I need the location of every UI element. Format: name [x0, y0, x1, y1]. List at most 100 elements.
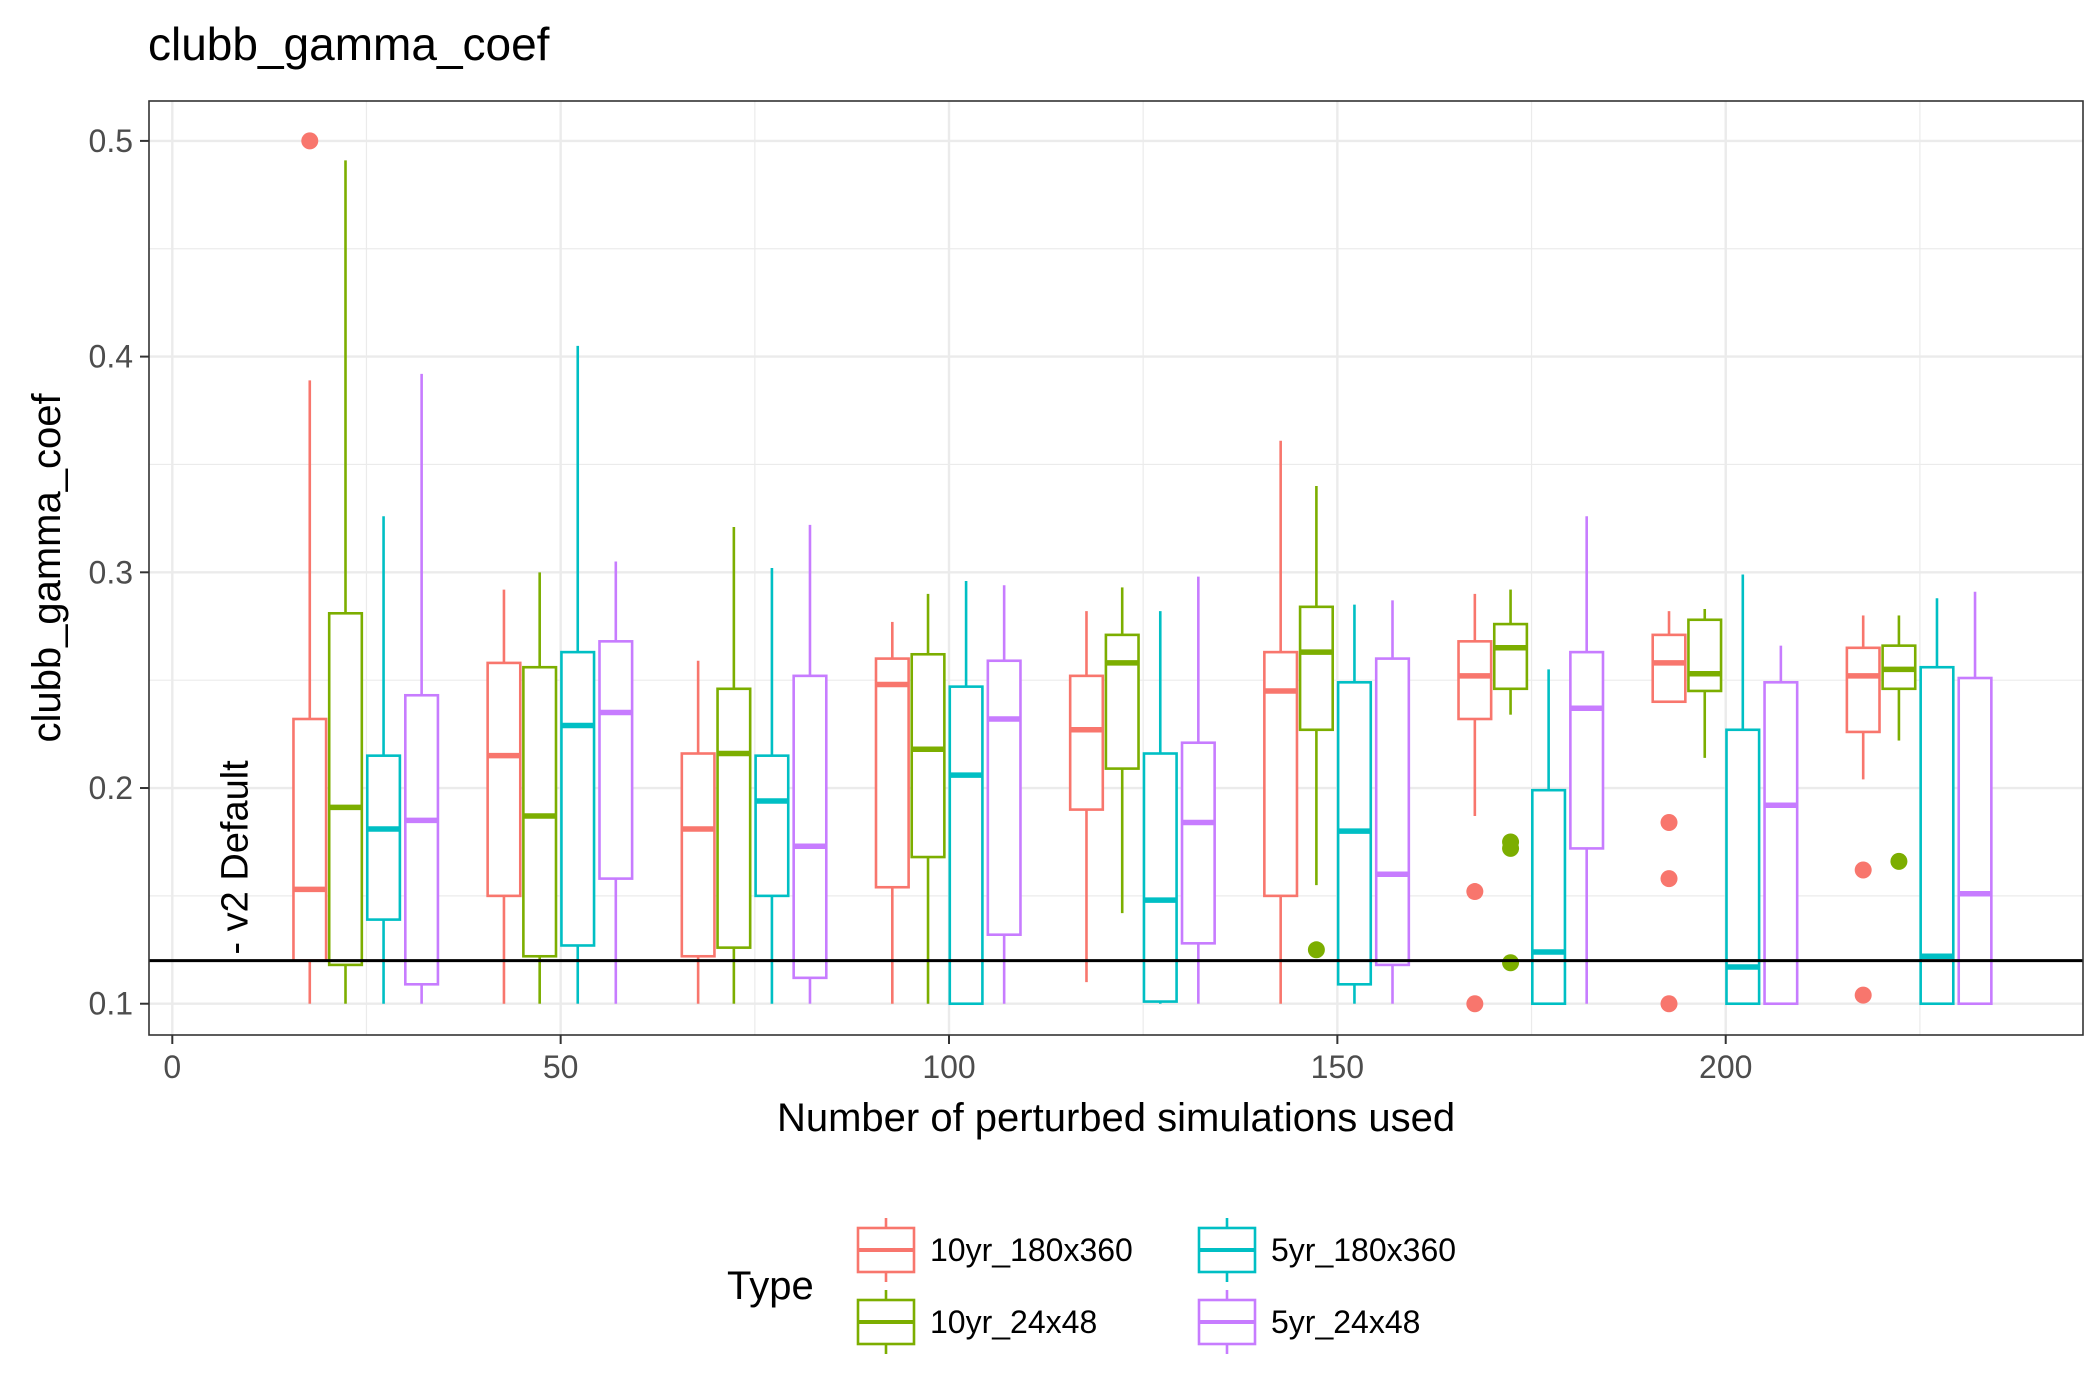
box-iqr	[716, 687, 752, 949]
box-iqr	[365, 754, 402, 921]
box-iqr	[598, 640, 634, 880]
y-tick-label: 0.5	[89, 123, 133, 159]
box-iqr	[1687, 618, 1723, 693]
legend-label: 10yr_180x360	[930, 1232, 1133, 1268]
box-5yr_24x48	[598, 561, 634, 1004]
box-layer	[292, 132, 1993, 1013]
x-tick-label: 150	[1311, 1049, 1364, 1085]
box-iqr	[1919, 665, 1955, 1006]
outlier-point	[1307, 941, 1325, 959]
legend-title: Type	[727, 1264, 814, 1308]
box-10yr_180x360	[292, 132, 328, 1004]
outlier-point	[1466, 883, 1484, 901]
box-5yr_24x48	[986, 585, 1022, 1004]
box-5yr_180x360	[1336, 604, 1373, 1004]
x-tick-label: 50	[543, 1049, 579, 1085]
outlier-point	[1660, 870, 1678, 888]
box-iqr	[754, 754, 790, 898]
legend-item-5yr_24x48: 5yr_24x48	[1197, 1290, 1420, 1354]
box-10yr_180x360	[486, 589, 522, 1004]
legend-label: 10yr_24x48	[930, 1304, 1097, 1340]
x-axis-label: Number of perturbed simulations used	[777, 1096, 1455, 1140]
plot-background	[149, 101, 2083, 1035]
box-5yr_24x48	[1569, 516, 1605, 1004]
box-5yr_24x48	[404, 373, 440, 1004]
reference-line-label: - v2 Default	[214, 760, 256, 955]
x-tick-label: 100	[922, 1049, 975, 1085]
box-10yr_180x360	[680, 660, 716, 1004]
outlier-point	[1854, 986, 1872, 1004]
y-tick-label: 0.1	[89, 986, 133, 1022]
box-iqr	[1068, 674, 1105, 811]
box-10yr_24x48	[716, 527, 752, 1004]
box-5yr_24x48	[1957, 591, 1993, 1006]
box-iqr	[1457, 640, 1493, 721]
box-iqr	[1142, 752, 1178, 1003]
box-iqr	[792, 674, 828, 980]
legend-label: 5yr_24x48	[1271, 1304, 1420, 1340]
chart-title: clubb_gamma_coef	[148, 18, 550, 70]
box-iqr	[1957, 676, 1993, 1006]
legend: Type 10yr_180x360 10yr_24x48 5yr_180x360 5y…	[727, 1218, 1456, 1354]
outlier-point	[1660, 995, 1678, 1013]
box-10yr_24x48	[1104, 587, 1140, 914]
y-tick-label: 0.4	[89, 339, 133, 375]
legend-items: 10yr_180x360 10yr_24x48 5yr_180x360 5yr_24x…	[856, 1218, 1456, 1354]
box-5yr_24x48	[1763, 645, 1799, 1006]
plot-border	[148, 100, 2084, 1036]
plot-panel: - v2 Default	[148, 100, 2084, 1036]
box-10yr_24x48	[1687, 608, 1723, 758]
box-iqr	[1492, 622, 1529, 691]
box-5yr_180x360	[948, 580, 984, 1006]
box-10yr_24x48	[1881, 615, 1917, 870]
legend-label: 5yr_180x360	[1271, 1232, 1456, 1268]
box-iqr	[1763, 681, 1799, 1006]
box-5yr_180x360	[1919, 598, 1955, 1006]
box-10yr_180x360	[874, 621, 910, 1004]
y-axis-label: clubb_gamma_coef	[25, 393, 69, 743]
box-5yr_180x360	[365, 516, 402, 1004]
axes: 0 50 100 150 200 0.1 0.2 0.3 0.4 0.5	[89, 123, 1753, 1085]
outlier-point	[1890, 852, 1908, 870]
box-iqr	[1104, 633, 1140, 770]
box-iqr	[1298, 605, 1335, 732]
box-iqr	[1531, 788, 1567, 1006]
legend-item-10yr_180x360: 10yr_180x360	[856, 1218, 1133, 1282]
box-iqr	[560, 650, 596, 947]
outlier-point	[1502, 839, 1520, 857]
box-10yr_180x360	[1068, 611, 1105, 983]
box-5yr_24x48	[1374, 600, 1411, 1004]
box-5yr_180x360	[1531, 669, 1567, 1006]
outlier-point	[1660, 814, 1678, 832]
x-tick-label: 0	[163, 1049, 181, 1085]
box-iqr	[327, 611, 364, 967]
box-iqr	[986, 659, 1022, 936]
x-tick-label: 200	[1699, 1049, 1752, 1085]
box-iqr	[948, 685, 984, 1006]
outlier-point	[1854, 861, 1872, 879]
box-10yr_180x360	[1457, 593, 1493, 1013]
box-10yr_180x360	[1651, 611, 1687, 1013]
box-iqr	[522, 665, 558, 958]
legend-item-10yr_24x48: 10yr_24x48	[856, 1290, 1097, 1354]
box-iqr	[1374, 657, 1411, 967]
box-iqr	[680, 752, 716, 958]
box-5yr_24x48	[1180, 576, 1216, 1004]
box-10yr_24x48	[1492, 589, 1529, 972]
outlier-point	[1502, 954, 1520, 972]
legend-item-5yr_180x360: 5yr_180x360	[1197, 1218, 1456, 1282]
box-10yr_24x48	[1298, 486, 1335, 959]
box-10yr_24x48	[910, 593, 946, 1004]
reference-line-layer: - v2 Default	[149, 760, 2083, 963]
box-iqr	[1180, 741, 1216, 945]
box-5yr_180x360	[560, 345, 596, 1004]
box-iqr	[874, 657, 910, 889]
box-iqr	[1569, 650, 1605, 850]
box-5yr_24x48	[792, 524, 828, 1004]
box-iqr	[1725, 728, 1761, 1006]
box-10yr_180x360	[1263, 440, 1299, 1004]
y-tick-label: 0.2	[89, 770, 133, 806]
box-iqr	[1845, 646, 1881, 734]
y-tick-label: 0.3	[89, 554, 133, 590]
